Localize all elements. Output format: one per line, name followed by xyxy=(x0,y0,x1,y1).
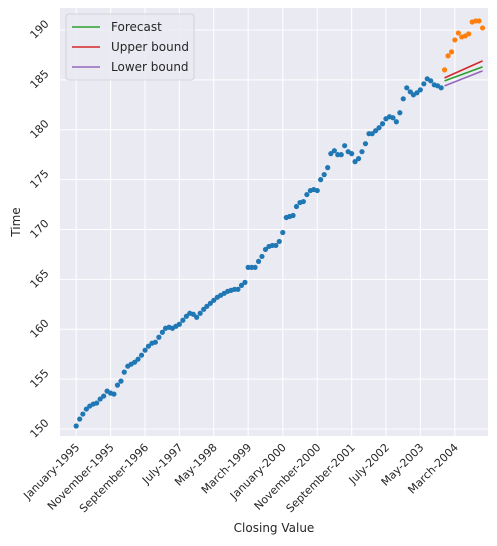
observed-point xyxy=(304,191,310,198)
y-tick-label: 150 xyxy=(28,417,52,441)
observed-point xyxy=(80,411,86,417)
legend-lower-label: Lower bound xyxy=(111,60,189,74)
observed-point xyxy=(376,125,382,131)
y-tick-label: 180 xyxy=(28,117,52,141)
observed-point xyxy=(118,378,124,384)
y-tick-label: 185 xyxy=(28,67,52,91)
observed-point xyxy=(238,282,245,288)
y-tick-label: 155 xyxy=(28,367,52,391)
observed-point xyxy=(135,356,141,362)
observed-point xyxy=(417,87,423,93)
observed-point xyxy=(325,165,331,171)
observed-point xyxy=(111,391,117,397)
observed-point xyxy=(194,314,200,320)
observed-point xyxy=(142,347,148,353)
legend-upper-label: Upper bound xyxy=(111,40,189,54)
observed-point xyxy=(190,311,196,317)
observed-point xyxy=(262,246,269,253)
observed-point xyxy=(101,393,107,399)
actual_future-point xyxy=(466,31,472,37)
observed-point xyxy=(400,96,406,102)
observed-point xyxy=(293,203,300,210)
observed-point xyxy=(318,176,324,183)
y-tick-label: 160 xyxy=(28,317,52,341)
observed-point xyxy=(349,151,355,157)
actual_future-point xyxy=(441,67,448,73)
observed-point xyxy=(73,423,79,429)
observed-point xyxy=(438,85,444,91)
observed-point xyxy=(390,115,396,121)
observed-point xyxy=(397,110,403,116)
observed-point xyxy=(276,238,282,245)
observed-point xyxy=(428,78,434,84)
lower-line xyxy=(444,70,483,87)
observed-point xyxy=(280,229,286,236)
observed-point xyxy=(342,143,348,149)
observed-point xyxy=(83,406,89,412)
observed-point xyxy=(183,313,189,319)
observed-point xyxy=(121,369,127,375)
observed-point xyxy=(138,352,145,358)
observed-point xyxy=(259,253,265,260)
observed-point xyxy=(255,258,262,265)
observed-point xyxy=(242,279,248,285)
observed-point xyxy=(414,90,420,96)
actual_future-point xyxy=(479,25,486,31)
y-tick-label: 170 xyxy=(28,217,52,241)
observed-point xyxy=(373,128,379,134)
observed-point xyxy=(300,198,306,205)
observed-point xyxy=(180,317,186,323)
observed-point xyxy=(355,156,362,162)
observed-point xyxy=(404,85,410,91)
x-axis-title: Closing Value xyxy=(234,521,315,535)
y-tick-label: 175 xyxy=(28,167,52,191)
upper-line xyxy=(444,60,483,79)
observed-point xyxy=(393,119,399,125)
forecast-line xyxy=(444,66,483,82)
observed-point xyxy=(197,310,203,316)
observed-point xyxy=(379,121,386,127)
observed-point xyxy=(211,297,217,303)
observed-point xyxy=(273,242,279,249)
observed-point xyxy=(156,334,162,340)
observed-point xyxy=(321,172,327,178)
series-lines xyxy=(444,60,483,87)
observed-point xyxy=(235,286,241,292)
observed-point xyxy=(114,382,121,388)
observed-point xyxy=(421,81,427,87)
observed-point xyxy=(338,152,344,158)
observed-point xyxy=(204,303,210,309)
observed-point xyxy=(359,149,365,155)
observed-point xyxy=(94,400,100,406)
observed-point xyxy=(362,141,369,147)
observed-point xyxy=(352,159,358,165)
y-tick-label: 190 xyxy=(28,17,52,41)
actual_future-point xyxy=(476,18,482,24)
observed-point xyxy=(145,343,152,349)
observed-point xyxy=(152,339,158,345)
observed-point xyxy=(97,396,103,402)
observed-point xyxy=(328,151,334,157)
observed-point xyxy=(77,416,83,422)
actual_future-point xyxy=(448,49,455,55)
observed-point xyxy=(132,359,138,365)
observed-point xyxy=(252,264,258,270)
observed-point xyxy=(314,187,320,194)
observed-point xyxy=(331,148,337,154)
observed-point xyxy=(207,300,213,306)
actual_future-point xyxy=(455,30,461,36)
observed-point xyxy=(159,329,165,335)
y-tick-label: 165 xyxy=(28,267,52,291)
series-points xyxy=(73,18,486,429)
y-axis-title: Time xyxy=(9,207,23,237)
observed-point xyxy=(369,131,375,137)
legend: Forecast Upper bound Lower bound xyxy=(65,13,195,81)
actual_future-point xyxy=(445,53,451,59)
legend-forecast-label: Forecast xyxy=(111,20,162,34)
actual_future-point xyxy=(452,37,458,43)
observed-point xyxy=(176,321,182,327)
observed-point xyxy=(290,212,296,219)
legend-box xyxy=(65,13,195,81)
